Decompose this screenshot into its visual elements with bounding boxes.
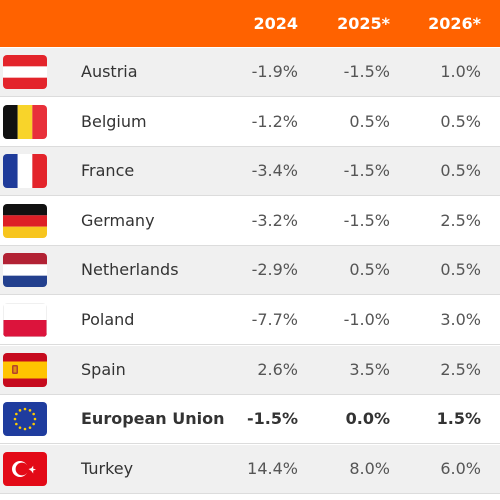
country-name: Poland	[81, 310, 135, 329]
table-row: Poland -7.7% -1.0% 3.0%	[0, 296, 500, 345]
country-name: Austria	[81, 62, 138, 81]
country-name: Belgium	[81, 111, 147, 131]
value-2024: -1.2%	[251, 111, 298, 131]
belgium-flag-icon	[3, 104, 47, 139]
table-header: 2024 2025* 2026*	[0, 0, 500, 47]
netherlands-flag-icon	[3, 253, 47, 288]
value-2024: 14.4%	[247, 458, 298, 478]
table-row: France -3.4% -1.5% 0.5%	[0, 147, 500, 197]
value-2026: 1.0%	[440, 62, 481, 81]
country-name: Spain	[81, 359, 126, 379]
table-row: Spain 2.6% 3.5% 2.5%	[0, 345, 500, 395]
value-2025: -1.5%	[343, 161, 390, 181]
table-row: Belgium -1.2% 0.5% 0.5%	[0, 97, 500, 147]
value-2026: 0.5%	[440, 260, 481, 280]
value-2025: 3.5%	[349, 359, 390, 379]
austria-flag-icon	[3, 55, 47, 89]
value-2026: 2.5%	[440, 210, 481, 230]
table-row: Germany -3.2% -1.5% 2.5%	[0, 196, 500, 246]
country-name: Netherlands	[81, 260, 179, 280]
value-2024: -2.9%	[251, 260, 298, 280]
value-2024: -1.5%	[246, 409, 298, 429]
table-row: Netherlands -2.9% 0.5% 0.5%	[0, 246, 500, 296]
table-row: European Union -1.5% 0.0% 1.5%	[0, 395, 500, 445]
country-name: Germany	[81, 210, 155, 230]
value-2024: 2.6%	[257, 359, 298, 379]
spain-flag-icon	[3, 352, 47, 387]
value-2026: 6.0%	[440, 458, 481, 478]
value-2024: -3.2%	[251, 210, 298, 230]
eu-flag-icon	[3, 402, 47, 437]
germany-flag-icon	[3, 203, 47, 238]
value-2025: -1.0%	[343, 310, 390, 329]
country-name: France	[81, 161, 135, 181]
value-2025: 0.0%	[345, 409, 390, 429]
value-2025: 0.5%	[349, 111, 390, 131]
header-2026: 2026*	[428, 14, 481, 33]
value-2026: 2.5%	[440, 359, 481, 379]
value-2025: -1.5%	[343, 62, 390, 81]
country-name: Turkey	[81, 458, 134, 478]
header-2025: 2025*	[337, 14, 390, 33]
country-name: European Union	[81, 409, 225, 429]
value-2025: 8.0%	[349, 458, 390, 478]
value-2024: -3.4%	[251, 161, 298, 181]
france-flag-icon	[3, 154, 47, 189]
header-2024: 2024	[253, 14, 298, 33]
value-2025: -1.5%	[343, 210, 390, 230]
poland-flag-icon	[3, 303, 47, 337]
value-2026: 0.5%	[440, 111, 481, 131]
turkey-flag-icon	[3, 451, 47, 486]
value-2024: -1.9%	[251, 62, 298, 81]
table-row: Austria -1.9% -1.5% 1.0%	[0, 48, 500, 97]
value-2026: 1.5%	[436, 409, 481, 429]
value-2026: 0.5%	[440, 161, 481, 181]
value-2026: 3.0%	[440, 310, 481, 329]
table-row: Turkey 14.4% 8.0% 6.0%	[0, 444, 500, 494]
value-2025: 0.5%	[349, 260, 390, 280]
value-2024: -7.7%	[251, 310, 298, 329]
